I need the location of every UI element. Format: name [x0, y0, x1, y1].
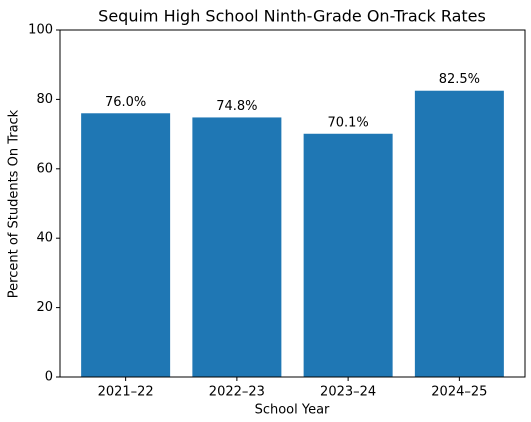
y-axis-label: Percent of Students On Track	[7, 109, 22, 298]
value-label: 82.5%	[439, 72, 480, 87]
y-tick-label: 0	[45, 370, 53, 385]
x-tick-label: 2023–24	[320, 385, 376, 400]
bar	[81, 113, 171, 377]
plot-frame	[59, 29, 526, 378]
value-label: 76.0%	[105, 95, 146, 110]
y-tick-label: 60	[36, 161, 53, 176]
bar	[303, 133, 393, 377]
y-tick-label: 40	[36, 231, 53, 246]
x-tick-label: 2022–23	[209, 385, 265, 400]
bar	[414, 90, 504, 377]
x-axis-label: School Year	[255, 403, 330, 418]
x-tick-label: 2021–22	[98, 385, 154, 400]
y-tick-label: 80	[36, 92, 53, 107]
value-label: 74.8%	[216, 99, 257, 114]
chart-title: Sequim High School Ninth-Grade On-Track …	[98, 7, 486, 26]
y-tick-label: 20	[36, 300, 53, 315]
value-label: 70.1%	[327, 115, 368, 130]
y-tick-label: 100	[28, 23, 53, 38]
x-tick-label: 2024–25	[431, 385, 487, 400]
bar	[192, 117, 282, 377]
